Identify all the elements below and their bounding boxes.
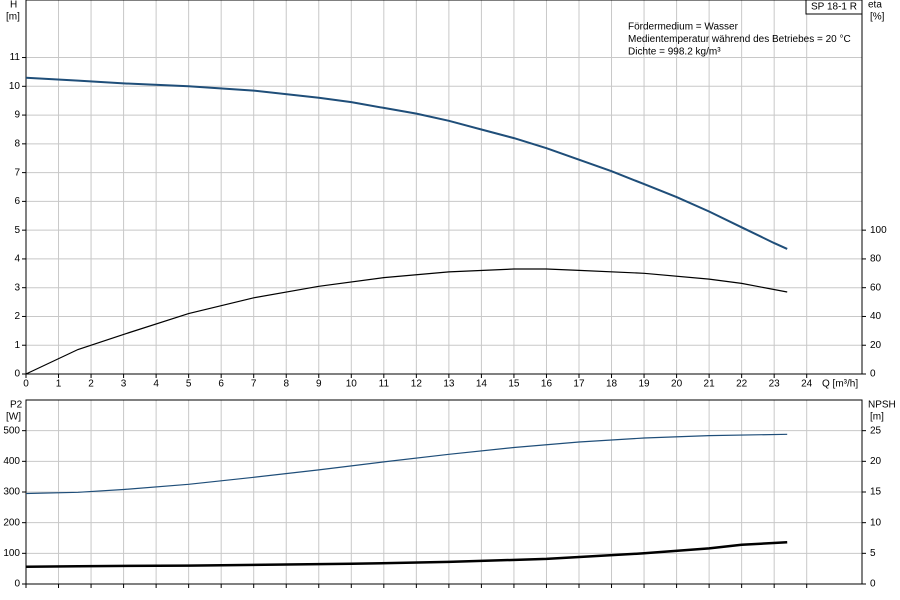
y2-tick-label: 60 bbox=[870, 282, 882, 293]
y-tick-label: 0 bbox=[14, 579, 20, 590]
y2-tick-label: 20 bbox=[870, 340, 882, 351]
x-tick-label: 23 bbox=[769, 379, 781, 390]
x-tick-label: 7 bbox=[251, 379, 257, 390]
x-tick-label: 12 bbox=[411, 379, 423, 390]
y-label: H bbox=[10, 0, 17, 11]
x-tick-label: 10 bbox=[346, 379, 358, 390]
y2-label: eta bbox=[868, 0, 882, 11]
y2-tick-label: 20 bbox=[870, 456, 882, 467]
curve bbox=[25, 433, 788, 495]
y-tick-label: 8 bbox=[14, 138, 20, 149]
y2-unit: [%] bbox=[870, 12, 885, 23]
x-tick-label: 21 bbox=[704, 379, 716, 390]
x-tick-label: 3 bbox=[121, 379, 127, 390]
x-tick-label: 14 bbox=[476, 379, 488, 390]
x-label: Q [m³/h] bbox=[822, 379, 858, 390]
x-tick-label: 16 bbox=[541, 379, 553, 390]
x-tick-label: 18 bbox=[606, 379, 618, 390]
annotation: Dichte = 998.2 kg/m³ bbox=[628, 47, 721, 58]
y2-tick-label: 0 bbox=[870, 579, 876, 590]
x-tick-label: 11 bbox=[379, 379, 390, 390]
x-tick-label: 13 bbox=[443, 379, 455, 390]
y2-tick-label: 5 bbox=[870, 548, 876, 559]
y-tick-label: 4 bbox=[14, 254, 20, 265]
curve bbox=[25, 268, 788, 375]
x-tick-label: 24 bbox=[801, 379, 813, 390]
y-tick-label: 11 bbox=[10, 52, 21, 63]
y2-tick-label: 15 bbox=[870, 487, 882, 498]
x-tick-label: 8 bbox=[283, 379, 289, 390]
y-tick-label: 5 bbox=[14, 225, 20, 236]
x-tick-label: 20 bbox=[671, 379, 683, 390]
y-tick-label: 500 bbox=[3, 425, 20, 436]
y-tick-label: 0 bbox=[14, 369, 20, 380]
y-tick-label: 300 bbox=[3, 487, 20, 498]
x-tick-label: 15 bbox=[508, 379, 520, 390]
y-tick-label: 2 bbox=[14, 311, 20, 322]
title-box bbox=[805, 0, 863, 15]
y-tick-label: 7 bbox=[14, 167, 20, 178]
x-tick-label: 2 bbox=[88, 379, 94, 390]
annotation: Fördermedium = Wasser bbox=[628, 22, 739, 33]
y2-label: NPSH bbox=[868, 400, 896, 411]
y-tick-label: 6 bbox=[14, 196, 20, 207]
curve bbox=[25, 76, 788, 250]
y2-unit: [m] bbox=[870, 412, 884, 423]
y2-tick-label: 100 bbox=[870, 225, 887, 236]
x-tick-label: 1 bbox=[56, 379, 62, 390]
plot-frame bbox=[25, 0, 863, 375]
y2-tick-label: 80 bbox=[870, 254, 882, 265]
y-tick-label: 200 bbox=[3, 517, 20, 528]
y2-tick-label: 25 bbox=[870, 425, 882, 436]
x-tick-label: 22 bbox=[736, 379, 748, 390]
y-tick-label: 1 bbox=[14, 340, 20, 351]
y-unit: [W] bbox=[6, 412, 21, 423]
annotation: Medientemperatur während des Betriebes =… bbox=[628, 34, 851, 45]
x-tick-label: 5 bbox=[186, 379, 192, 390]
curve bbox=[25, 541, 788, 569]
x-tick-label: 17 bbox=[573, 379, 585, 390]
y2-tick-label: 40 bbox=[870, 311, 882, 322]
x-tick-label: 9 bbox=[316, 379, 322, 390]
x-tick-label: 19 bbox=[638, 379, 650, 390]
y2-tick-label: 10 bbox=[870, 517, 882, 528]
y2-tick-label: 0 bbox=[870, 369, 876, 380]
y-tick-label: 10 bbox=[9, 81, 21, 92]
y-unit: [m] bbox=[6, 12, 20, 23]
x-tick-label: 6 bbox=[218, 379, 224, 390]
x-tick-label: 4 bbox=[153, 379, 159, 390]
x-tick-label: 0 bbox=[23, 379, 29, 390]
y-tick-label: 9 bbox=[14, 110, 20, 121]
chart-title: SP 18-1 R bbox=[811, 2, 857, 13]
y-tick-label: 100 bbox=[3, 548, 20, 559]
y-tick-label: 400 bbox=[3, 456, 20, 467]
y-tick-label: 3 bbox=[14, 282, 20, 293]
y-label: P2 bbox=[10, 400, 23, 411]
